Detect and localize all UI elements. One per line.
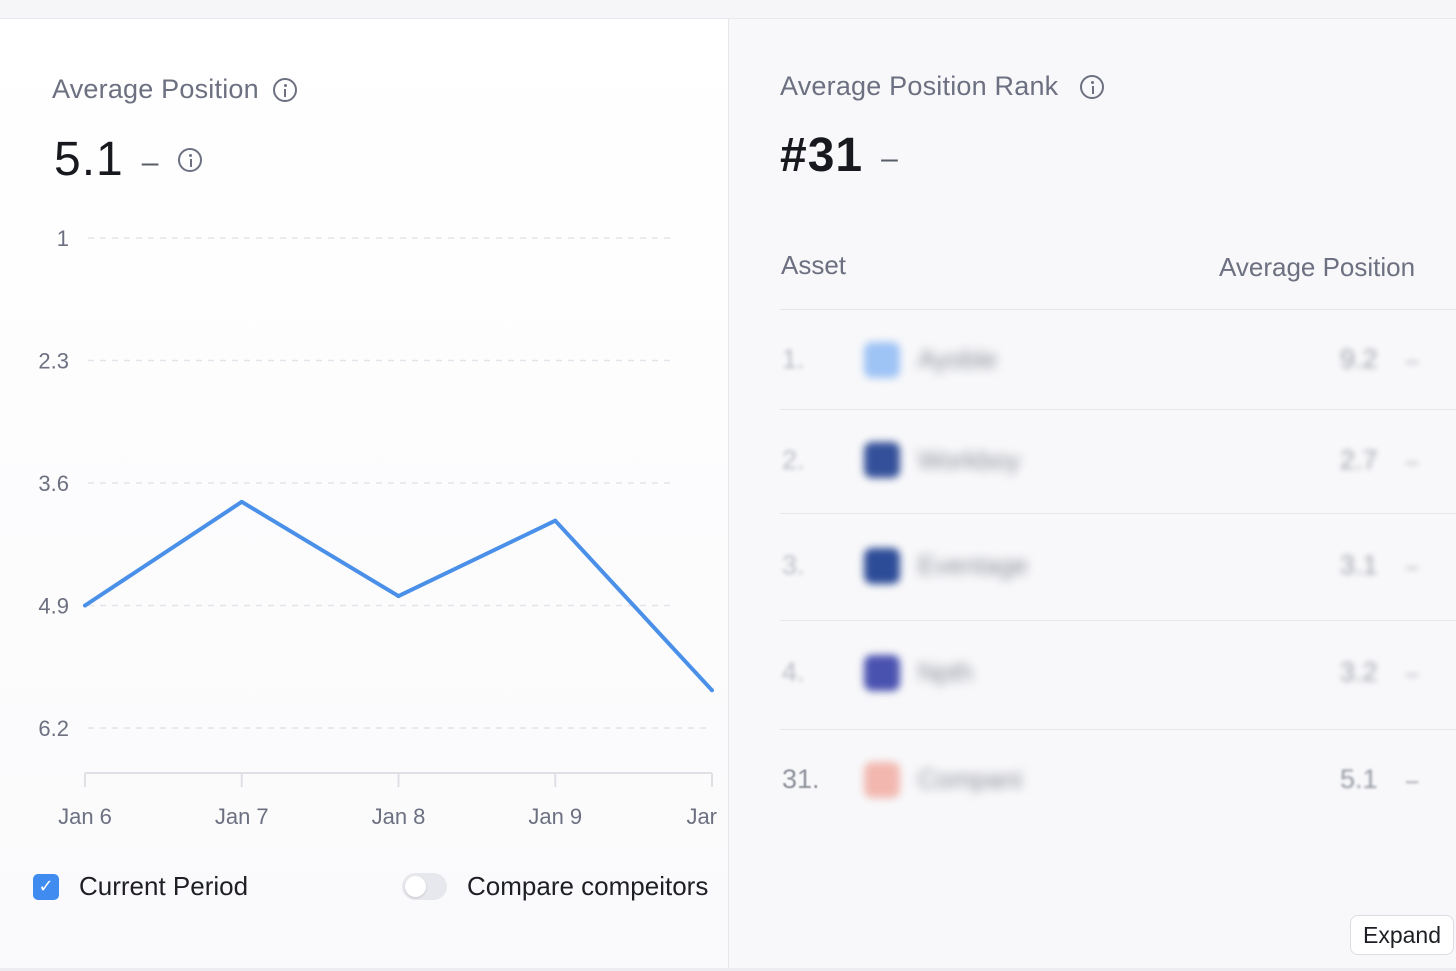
asset-logo-icon [864, 655, 900, 691]
asset-change: – [1406, 449, 1419, 474]
info-icon[interactable] [178, 147, 203, 172]
table-row[interactable]: 1. Ayoble 9.2 – [780, 310, 1456, 410]
asset-average-position: 5.1 [1340, 764, 1378, 794]
data-point[interactable] [710, 688, 714, 693]
y-tick-label: 3.6 [38, 471, 69, 496]
rank-table-header: Asset Average Position [780, 250, 1456, 310]
data-point[interactable] [83, 603, 87, 608]
asset-average-position: 3.2 [1340, 657, 1378, 687]
rank-number: #31 [780, 129, 864, 182]
x-tick-label: Jan 9 [528, 804, 582, 829]
asset-name: Compani [918, 764, 1023, 794]
column-header-asset[interactable]: Asset [781, 250, 847, 280]
asset-name: Ayoble [918, 344, 998, 374]
data-point[interactable] [239, 499, 244, 504]
asset-change: – [1406, 661, 1419, 686]
row-rank: 2. [782, 445, 805, 475]
top-bar [0, 0, 1456, 19]
average-position-change: – [141, 145, 159, 179]
table-row[interactable]: 31. Compani 5.1 – [780, 730, 1456, 830]
y-tick-label: 1 [57, 226, 69, 251]
asset-change: – [1406, 348, 1419, 373]
info-icon[interactable] [272, 77, 297, 102]
column-header-average-position[interactable]: Average Position [1219, 252, 1416, 282]
current-period-label: Current Period [79, 871, 249, 901]
average-position-rank-title: Average Position Rank [780, 71, 1105, 102]
asset-logo-icon [864, 442, 900, 478]
row-rank: 1. [782, 344, 805, 374]
average-position-value: 5.1 – [54, 132, 203, 187]
x-tick-label: Jan 6 [58, 804, 112, 829]
average-position-number: 5.1 [54, 133, 124, 186]
average-position-rank-card [730, 19, 1456, 969]
average-position-line-chart: 1 2.3 3.6 4.9 6.2 Jan 6 Jan 7 Jan 8 Jan 9 Jar [38, 226, 717, 829]
average-position-rank-title-text: Average Position Rank [780, 71, 1059, 101]
table-row[interactable]: 2. Workboy 2.7 – [780, 410, 1456, 514]
current-period-checkbox[interactable]: ✓ [33, 873, 59, 900]
asset-change: – [1406, 768, 1419, 793]
rank-change: – [881, 141, 898, 175]
current-period-legend[interactable]: ✓ Current Period [33, 871, 248, 902]
row-rank: 3. [782, 550, 805, 580]
average-position-rank-value: #31 – [780, 128, 898, 183]
x-tick-label: Jar [686, 804, 717, 829]
x-tick-label: Jan 8 [372, 804, 426, 829]
row-rank: 31. [782, 764, 820, 794]
asset-logo-icon [864, 762, 900, 798]
average-position-title-text: Average Position [52, 74, 259, 104]
asset-change: – [1406, 554, 1419, 579]
info-icon[interactable] [1080, 74, 1105, 99]
asset-logo-icon [864, 342, 900, 378]
table-row[interactable]: 4. Npth 3.2 – [780, 621, 1456, 730]
data-point[interactable] [396, 594, 401, 599]
asset-name: Npth [918, 657, 973, 687]
asset-average-position: 3.1 [1340, 550, 1378, 580]
table-row[interactable]: 3. Eventage 3.1 – [780, 514, 1456, 621]
data-point[interactable] [553, 518, 558, 523]
x-tick-label: Jan 7 [215, 804, 269, 829]
y-tick-label: 4.9 [38, 594, 69, 619]
asset-logo-icon [864, 548, 900, 584]
average-position-card [0, 19, 729, 969]
y-tick-label: 6.2 [38, 716, 69, 741]
asset-average-position: 2.7 [1340, 445, 1378, 475]
compare-competitors-label: Compare compeitors [467, 871, 709, 901]
check-icon: ✓ [38, 876, 54, 896]
asset-name: Eventage [918, 550, 1028, 580]
expand-button[interactable]: Expand [1350, 915, 1454, 955]
asset-name: Workboy [918, 445, 1021, 475]
row-rank: 4. [782, 657, 805, 687]
compare-competitors-control[interactable]: Compare compeitors [402, 871, 708, 902]
bottom-divider [0, 968, 1456, 971]
asset-average-position: 9.2 [1340, 344, 1378, 374]
compare-competitors-toggle[interactable] [402, 873, 447, 900]
y-tick-label: 2.3 [38, 349, 69, 374]
average-position-title: Average Position [52, 74, 297, 105]
